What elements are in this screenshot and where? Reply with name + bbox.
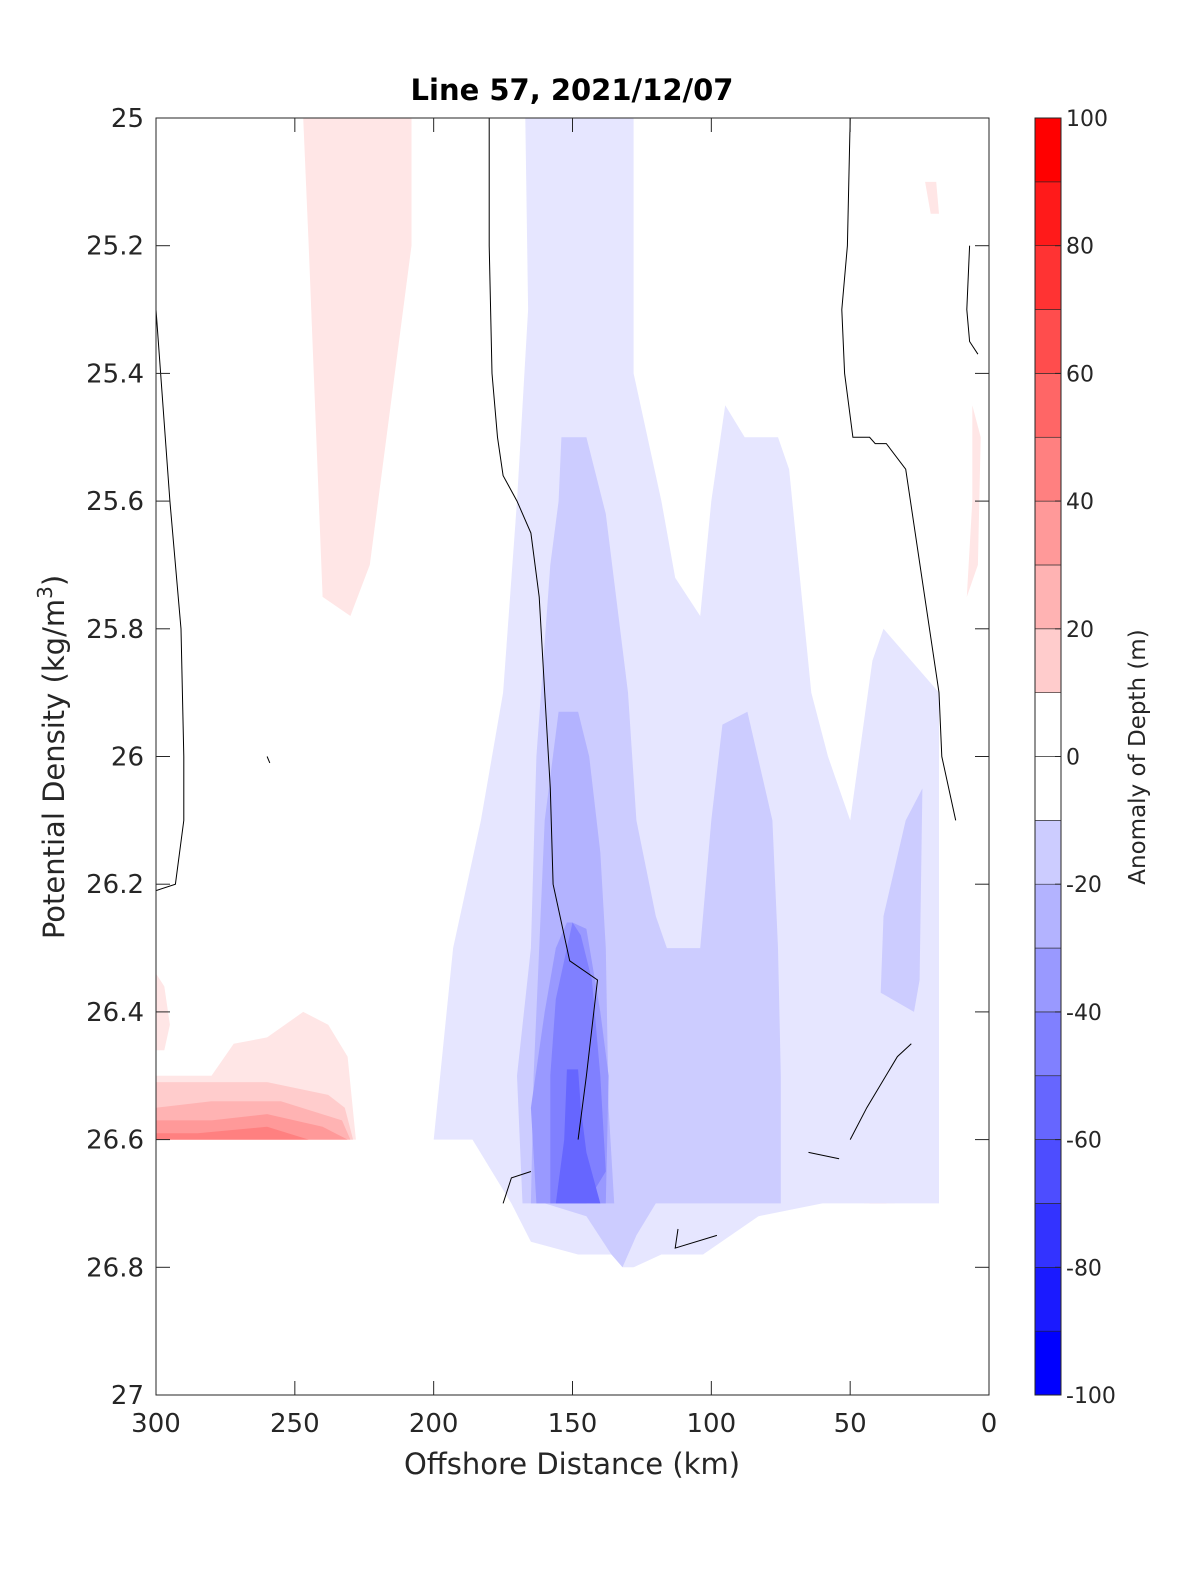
colorbar-band-70-to-80 bbox=[1034, 245, 1062, 310]
y-axis: 25 25.2 25.4 25.6 25.8 26 26.2 26.4 26.6 26.8 27 bbox=[86, 104, 989, 1411]
contour-region-neg50-18 bbox=[550, 922, 606, 1204]
colorbar-band--50-to--40 bbox=[1034, 1011, 1062, 1077]
zero-contour-line-3 bbox=[674, 1228, 718, 1249]
zero-contour-line-2 bbox=[502, 1171, 532, 1204]
colorbar-tick-label-6: -20 bbox=[1066, 873, 1102, 898]
colorbar-band-30-to-40 bbox=[1034, 500, 1062, 566]
colorbar-band-60-to-70 bbox=[1034, 309, 1062, 374]
zero-contour-line-1 bbox=[488, 118, 599, 1140]
colorbar-tick-label-9: -80 bbox=[1066, 1256, 1102, 1281]
contour-region-pos10-0 bbox=[303, 118, 412, 616]
zero-contour-line-7 bbox=[849, 1043, 912, 1140]
y-tick-label-7: 26.4 bbox=[86, 998, 144, 1028]
contour-fill-layer bbox=[156, 118, 981, 1268]
contour-region-pos10-12 bbox=[925, 181, 939, 214]
y-tick-label-2: 25.4 bbox=[86, 359, 144, 389]
y-tick-label-10: 27 bbox=[111, 1381, 144, 1411]
y-tick-label-6: 26.2 bbox=[86, 870, 144, 900]
contour-region-pos50-6 bbox=[156, 1126, 309, 1140]
colorbar-band-0-to-10 bbox=[1034, 692, 1062, 757]
y-tick-label-8: 26.6 bbox=[86, 1126, 144, 1156]
zero-contour-line-6 bbox=[966, 245, 979, 355]
colorbar-tick-label-2: 60 bbox=[1066, 362, 1094, 387]
colorbar-band-20-to-30 bbox=[1034, 564, 1062, 630]
x-tick-label-2: 200 bbox=[409, 1409, 459, 1439]
colorbar-tick-label-7: -40 bbox=[1066, 1001, 1102, 1026]
y-axis-label-superscript: 3 bbox=[33, 586, 57, 599]
colorbar-band--70-to--60 bbox=[1034, 1139, 1062, 1204]
zero-contour-line-5 bbox=[841, 117, 957, 821]
x-tick-label-1: 250 bbox=[270, 1409, 320, 1439]
colorbar-band--60-to--50 bbox=[1034, 1075, 1062, 1140]
colorbar-tick-label-5: 0 bbox=[1066, 746, 1080, 771]
contour-region-neg20-15 bbox=[880, 788, 923, 1012]
colorbar-band--20-to--10 bbox=[1034, 820, 1062, 885]
plot-area: 300 250 200 150 100 50 0 2525.225.425.625.8262… bbox=[86, 104, 997, 1439]
colorbar-band--40-to--30 bbox=[1034, 947, 1062, 1013]
colorbar-tick-label-0: 100 bbox=[1066, 107, 1108, 132]
contour-region-pos10-11 bbox=[966, 405, 981, 597]
y-axis-label: Potential Density (kg/m3) bbox=[33, 575, 71, 939]
x-tick-label-5: 50 bbox=[834, 1409, 867, 1439]
colorbar-band--80-to--70 bbox=[1034, 1203, 1062, 1268]
colorbar-band--10-to-0 bbox=[1034, 756, 1062, 821]
y-tick-label-4: 25.8 bbox=[86, 615, 144, 645]
colorbar-band-40-to-50 bbox=[1034, 436, 1062, 502]
colorbar-tick-label-1: 80 bbox=[1066, 235, 1094, 260]
colorbar-tick-label-10: -100 bbox=[1066, 1384, 1116, 1409]
y-tick-label-9: 26.8 bbox=[86, 1253, 144, 1283]
x-tick-label-4: 100 bbox=[687, 1409, 737, 1439]
y-tick-label-5: 26 bbox=[111, 743, 144, 773]
colorbar-tick-label-4: 20 bbox=[1066, 618, 1094, 643]
y-tick-label-3: 25.6 bbox=[86, 487, 144, 517]
colorbar-tick-label-8: -60 bbox=[1066, 1129, 1102, 1154]
colorbar-band--90-to--80 bbox=[1034, 1267, 1062, 1332]
colorbar: 100 80 60 40 20 0 -20 -40 -60 -80 -100 Anomaly of … bbox=[1034, 107, 1151, 1409]
colorbar-band-50-to-60 bbox=[1034, 373, 1062, 438]
chart-title: Line 57, 2021/12/07 bbox=[411, 73, 734, 107]
colorbar-band--100-to--90 bbox=[1034, 1330, 1062, 1396]
x-tick-label-6: 0 bbox=[981, 1409, 998, 1439]
colorbar-band-10-to-20 bbox=[1034, 628, 1062, 693]
x-axis: 300 250 200 150 100 50 0 bbox=[131, 118, 997, 1439]
zero-contour-line-8 bbox=[266, 756, 271, 764]
colorbar-band-80-to-90 bbox=[1034, 181, 1062, 247]
y-axis-label-close: ) bbox=[37, 575, 71, 586]
colorbar-band-90-to-100 bbox=[1034, 117, 1062, 183]
y-axis-label-main: Potential Density (kg/m bbox=[37, 599, 71, 939]
zero-contour-line-4 bbox=[808, 1151, 840, 1160]
colorbar-label: Anomaly of Depth (m) bbox=[1125, 629, 1151, 884]
colorbar-ticks: 100 80 60 40 20 0 -20 -40 -60 -80 -100 bbox=[1055, 107, 1116, 1409]
colorbar-tick-label-3: 40 bbox=[1066, 490, 1094, 515]
x-axis-label: Offshore Distance (km) bbox=[404, 1447, 740, 1481]
x-tick-label-3: 150 bbox=[548, 1409, 598, 1439]
x-tick-label-0: 300 bbox=[131, 1409, 181, 1439]
y-tick-label-1: 25.2 bbox=[86, 232, 144, 262]
colorbar-band--30-to--20 bbox=[1034, 883, 1062, 949]
y-tick-label-0: 25 bbox=[111, 104, 144, 134]
